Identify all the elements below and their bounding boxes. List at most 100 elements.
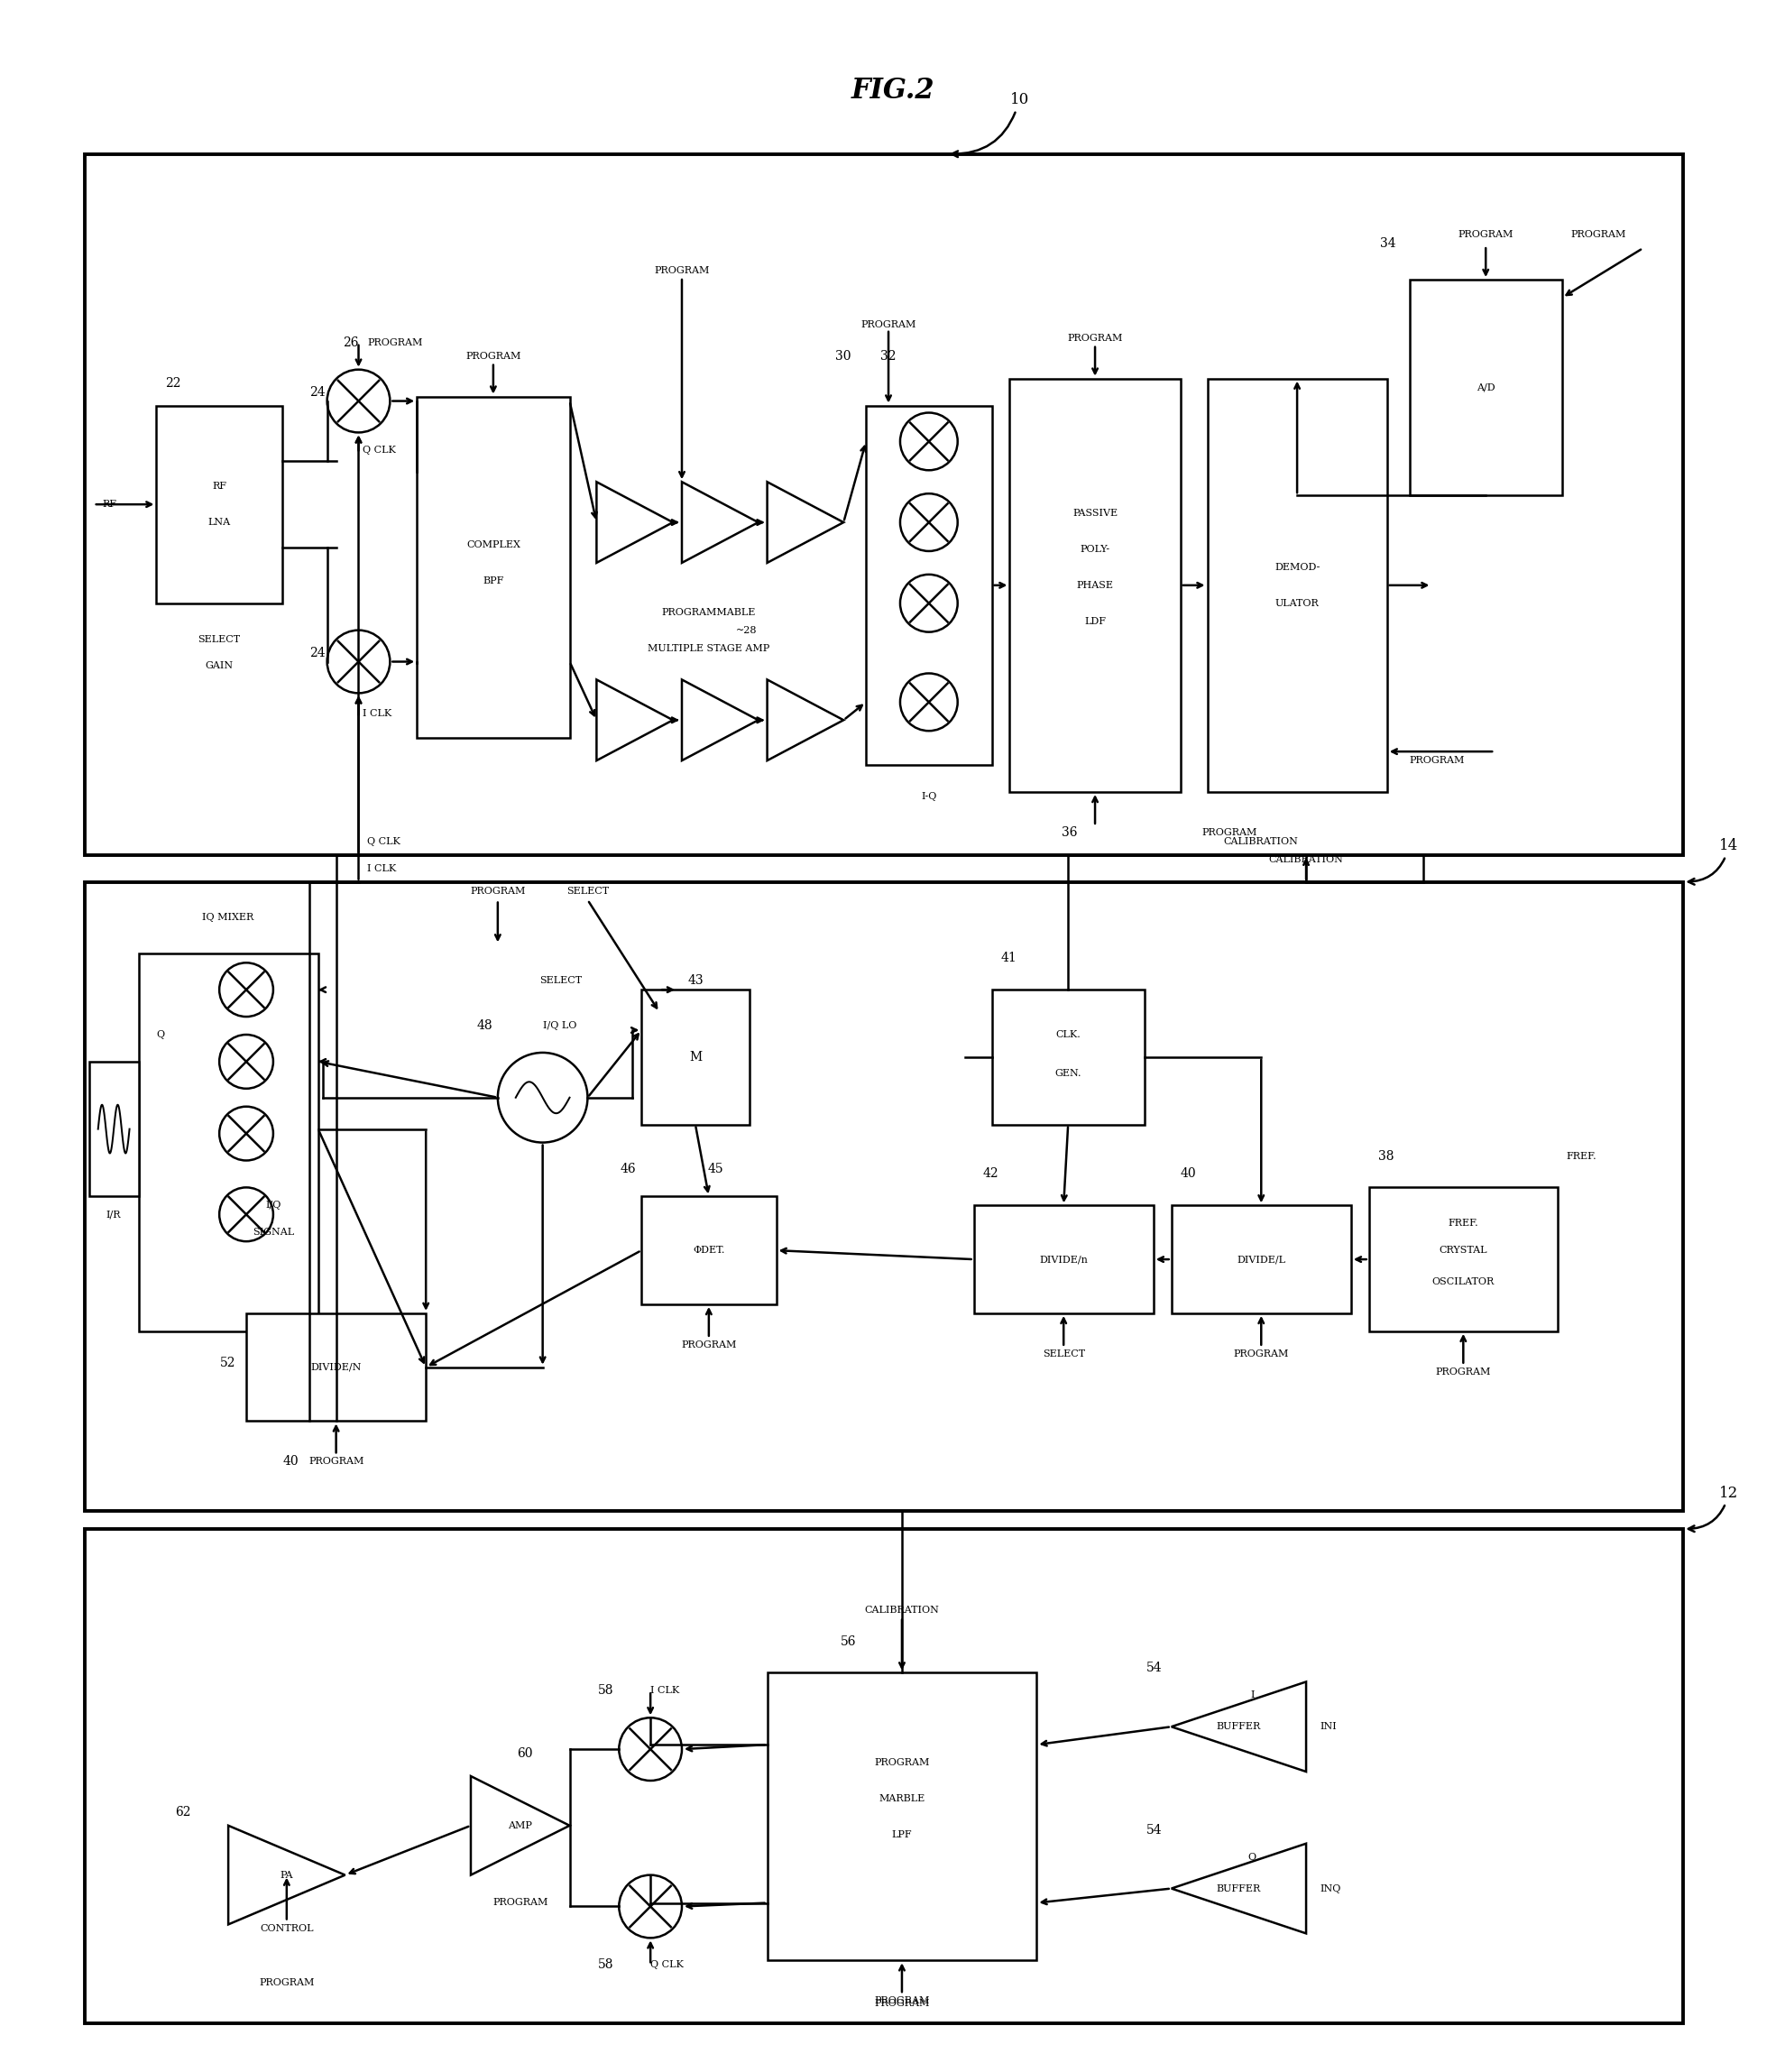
Text: PROGRAM: PROGRAM — [466, 352, 521, 361]
Text: BUFFER: BUFFER — [1217, 1883, 1260, 1894]
Text: AMP: AMP — [509, 1821, 532, 1830]
Circle shape — [327, 369, 389, 433]
Text: 12: 12 — [1689, 1486, 1739, 1531]
Bar — [641, 1196, 776, 1303]
Text: PROGRAM: PROGRAM — [259, 1979, 314, 1987]
Text: RF: RF — [212, 483, 227, 491]
Text: PROGRAM: PROGRAM — [1410, 756, 1465, 765]
Text: 52: 52 — [220, 1357, 236, 1370]
Bar — [768, 1672, 1037, 1960]
Text: 22: 22 — [166, 377, 182, 390]
Bar — [89, 1061, 139, 1196]
Circle shape — [900, 493, 957, 551]
Circle shape — [900, 412, 957, 470]
Text: CRYSTAL: CRYSTAL — [1439, 1245, 1487, 1256]
Text: 58: 58 — [598, 1958, 614, 1970]
Text: 14: 14 — [1689, 839, 1739, 885]
Text: LPF: LPF — [892, 1830, 912, 1840]
Text: PROGRAM: PROGRAM — [469, 887, 525, 895]
Text: PASSIVE: PASSIVE — [1073, 510, 1117, 518]
Text: I/Q LO: I/Q LO — [543, 1021, 577, 1030]
Bar — [1369, 1187, 1558, 1330]
Text: POLY-: POLY- — [1080, 545, 1110, 553]
Text: 43: 43 — [687, 974, 703, 986]
Circle shape — [619, 1875, 682, 1937]
Text: 58: 58 — [598, 1685, 614, 1697]
Text: FIG.2: FIG.2 — [851, 77, 935, 106]
Text: ~28: ~28 — [735, 626, 757, 634]
Text: CALIBRATION: CALIBRATION — [1225, 837, 1298, 845]
Circle shape — [220, 1106, 273, 1160]
Text: I/Q: I/Q — [266, 1202, 280, 1210]
Text: 46: 46 — [619, 1162, 635, 1175]
Text: PROGRAM: PROGRAM — [1458, 230, 1514, 238]
Text: Q: Q — [157, 1030, 164, 1040]
Text: 62: 62 — [175, 1807, 191, 1819]
Text: 24: 24 — [309, 385, 325, 398]
Text: OSCILATOR: OSCILATOR — [1432, 1276, 1494, 1287]
Text: SIGNAL: SIGNAL — [252, 1229, 295, 1237]
Circle shape — [900, 574, 957, 632]
Text: 45: 45 — [707, 1162, 723, 1175]
Text: BPF: BPF — [482, 576, 503, 584]
Text: PROGRAM: PROGRAM — [653, 265, 710, 276]
Text: BUFFER: BUFFER — [1217, 1722, 1260, 1732]
Text: I-Q: I-Q — [921, 792, 937, 802]
Text: PROGRAM: PROGRAM — [309, 1457, 364, 1467]
Bar — [1010, 379, 1180, 792]
Text: GAIN: GAIN — [205, 661, 234, 671]
Text: 38: 38 — [1378, 1150, 1394, 1162]
Text: Q CLK: Q CLK — [362, 445, 396, 456]
Text: 48: 48 — [477, 1019, 493, 1032]
Text: 54: 54 — [1146, 1823, 1162, 1836]
Text: 60: 60 — [518, 1747, 532, 1759]
Text: CLK.: CLK. — [1055, 1030, 1080, 1040]
Text: Q CLK: Q CLK — [368, 837, 402, 845]
Text: 32: 32 — [880, 350, 896, 363]
Text: SELECT: SELECT — [539, 976, 582, 984]
Text: 40: 40 — [284, 1455, 300, 1467]
Text: PROGRAM: PROGRAM — [493, 1898, 548, 1906]
Text: CALIBRATION: CALIBRATION — [864, 1606, 939, 1614]
Text: LNA: LNA — [209, 518, 230, 526]
Text: INQ: INQ — [1319, 1883, 1341, 1894]
Text: FREF.: FREF. — [1448, 1218, 1478, 1229]
Text: DIVIDE/n: DIVIDE/n — [1039, 1256, 1087, 1264]
Text: PHASE: PHASE — [1076, 580, 1114, 591]
Bar — [1207, 379, 1387, 792]
Text: ULATOR: ULATOR — [1274, 599, 1319, 607]
Text: FREF.: FREF. — [1567, 1152, 1598, 1160]
Text: PROGRAM: PROGRAM — [1571, 230, 1626, 238]
Text: 24: 24 — [309, 646, 325, 659]
Text: COMPLEX: COMPLEX — [466, 541, 519, 549]
Bar — [1171, 1206, 1351, 1314]
Circle shape — [220, 1187, 273, 1241]
Text: PROGRAM: PROGRAM — [1067, 334, 1123, 342]
Text: LDF: LDF — [1083, 617, 1107, 626]
Text: ΦDET.: ΦDET. — [693, 1245, 725, 1256]
Text: PROGRAM: PROGRAM — [875, 1995, 930, 2006]
Text: 34: 34 — [1380, 238, 1396, 251]
Text: IQ MIXER: IQ MIXER — [202, 914, 253, 922]
Text: DIVIDE/N: DIVIDE/N — [311, 1363, 362, 1372]
Bar — [157, 406, 282, 603]
Text: 42: 42 — [984, 1169, 998, 1181]
Text: PROGRAM: PROGRAM — [1201, 829, 1257, 837]
Bar — [992, 990, 1144, 1125]
Text: I/R: I/R — [107, 1210, 121, 1218]
Text: PROGRAM: PROGRAM — [1435, 1368, 1490, 1376]
Bar — [1410, 280, 1562, 495]
Circle shape — [220, 1034, 273, 1088]
Text: Q: Q — [1248, 1852, 1257, 1861]
Text: I: I — [1250, 1691, 1255, 1699]
Text: SELECT: SELECT — [1042, 1349, 1085, 1359]
Bar — [84, 883, 1683, 1510]
Text: PROGRAM: PROGRAM — [860, 319, 916, 329]
Text: RF: RF — [102, 499, 118, 510]
Text: PROGRAM: PROGRAM — [875, 1759, 930, 1767]
Text: MULTIPLE STAGE AMP: MULTIPLE STAGE AMP — [648, 644, 769, 653]
Text: GEN.: GEN. — [1055, 1069, 1082, 1077]
Bar — [641, 990, 750, 1125]
Text: 56: 56 — [841, 1635, 857, 1647]
Text: DIVIDE/L: DIVIDE/L — [1237, 1256, 1285, 1264]
